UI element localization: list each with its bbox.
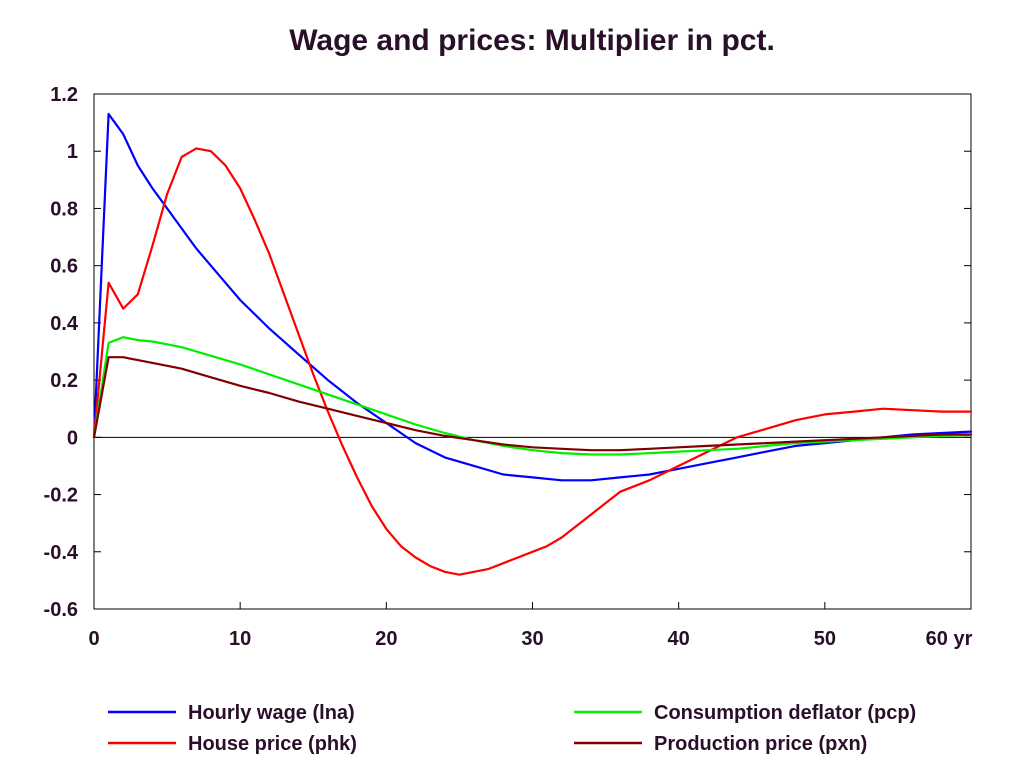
y-tick-label: -0.4: [44, 542, 79, 564]
legend-label: Consumption deflator (pcp): [654, 702, 916, 724]
x-tick-label: 50: [814, 628, 836, 650]
legend: Hourly wage (lna) House price (phk) Consum…: [108, 702, 916, 755]
plot-frame: [93, 93, 972, 610]
x-tick-label: 0: [88, 628, 99, 650]
y-tick-label: 0.8: [50, 198, 78, 220]
legend-item-house-price-phk: House price (phk): [108, 733, 357, 755]
y-tick-label: -0.2: [44, 485, 78, 507]
y-tick-label: 0.2: [50, 370, 78, 392]
x-tick-label: 40: [668, 628, 690, 650]
plot-area: -0.6 -0.4 -0.2 0 0.2 0.4 0.6 0.8 1 1.2 0 10 20 30 40 50…: [44, 84, 973, 650]
y-tick-label: 0: [67, 427, 78, 449]
legend-item-production-price-pxn: Production price (pxn): [574, 733, 867, 755]
legend-item-hourly-wage-lna: Hourly wage (lna): [108, 702, 355, 724]
x-tick-label: 10: [229, 628, 251, 650]
series-line-production-price-pxn: [92, 356, 973, 452]
y-tick-label: 0.6: [50, 256, 78, 278]
y-tick-label: 0.4: [50, 313, 79, 335]
legend-item-consumption-deflator-pcp: Consumption deflator (pcp): [574, 702, 916, 724]
legend-label: Production price (pxn): [654, 733, 867, 755]
legend-label: House price (phk): [188, 733, 357, 755]
legend-label: Hourly wage (lna): [188, 702, 355, 724]
series-line-hourly-wage-lna: [92, 112, 973, 482]
x-tick-label: 20: [375, 628, 397, 650]
x-tick-label: 60 yr: [926, 628, 973, 650]
y-tick-label: 1.2: [50, 84, 78, 106]
series-line-house-price-phk: [92, 147, 973, 576]
x-tick-label: 30: [521, 628, 543, 650]
y-tick-label: -0.6: [44, 599, 78, 621]
y-tick-label: 1: [67, 141, 78, 163]
chart-title: Wage and prices: Multiplier in pct.: [289, 24, 775, 57]
